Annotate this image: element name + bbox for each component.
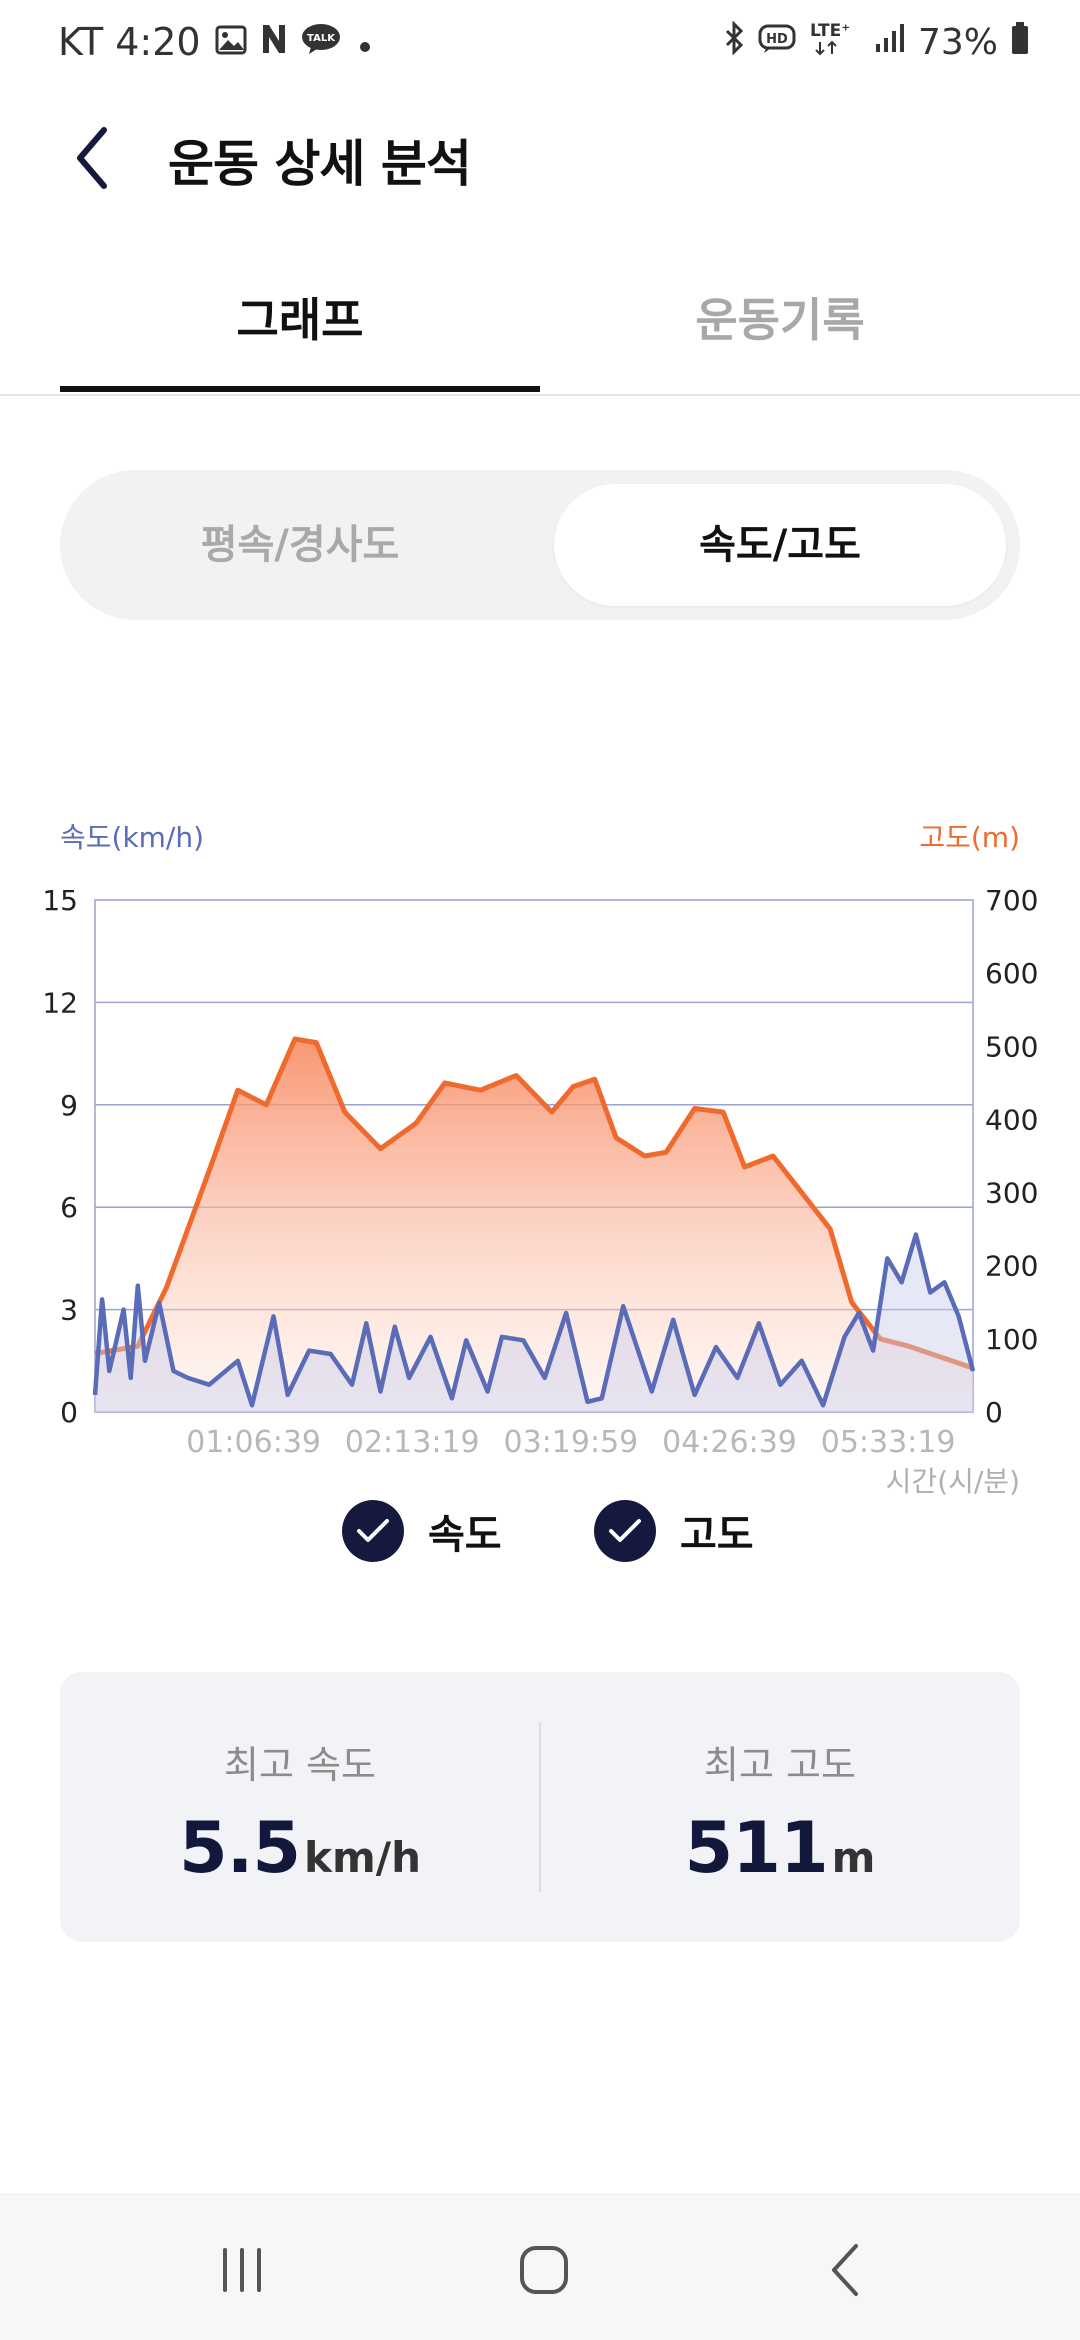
- left-tick-label: 15: [42, 884, 78, 917]
- chart-svg: 0 3 6 9 12 15 0 100 200 300 400 500 600 700 01:06:39 02…: [42, 884, 1038, 1460]
- right-axis-title: 고도(m): [919, 821, 1020, 854]
- max-speed-label: 최고 속도: [224, 1743, 376, 1787]
- hd-icon: HD: [758, 22, 798, 63]
- right-tick-label: 300: [985, 1177, 1038, 1210]
- max-altitude-stat: 최고 고도 511m: [540, 1672, 1020, 1942]
- left-tick-label: 12: [42, 986, 78, 1019]
- x-tick-label: 01:06:39: [186, 1425, 321, 1460]
- altitude-area: [95, 1039, 973, 1412]
- left-tick-label: 0: [60, 1396, 78, 1429]
- x-tick-label: 02:13:19: [345, 1425, 480, 1460]
- back-icon: [832, 2244, 858, 2296]
- status-bar: KT 4:20 TALK HD LTE⁺: [0, 0, 1080, 90]
- left-tick-label: 3: [60, 1294, 78, 1327]
- system-nav-bar: [0, 2194, 1080, 2340]
- right-tick-label: 500: [985, 1030, 1038, 1063]
- right-tick-label: 400: [985, 1103, 1038, 1136]
- x-tick-label: 03:19:59: [504, 1425, 639, 1460]
- lte-icon: LTE⁺: [810, 20, 862, 65]
- right-tick-label: 600: [985, 957, 1038, 990]
- dot-icon: [355, 20, 375, 64]
- max-altitude-unit: m: [831, 1833, 876, 1882]
- tab-workout-log[interactable]: 운동기록: [695, 293, 865, 347]
- signal-icon: [874, 22, 906, 63]
- x-tick-label: 05:33:19: [821, 1425, 956, 1460]
- naver-icon: [261, 20, 287, 64]
- right-tick-label: 100: [985, 1323, 1038, 1356]
- speed-line: [92, 1232, 976, 1408]
- tab-bar: 그래프 운동기록: [0, 270, 1080, 396]
- right-tick-label: 700: [985, 884, 1038, 917]
- talk-icon-label: TALK: [307, 33, 336, 44]
- x-axis-unit: 시간(시/분): [885, 1465, 1020, 1498]
- bluetooth-icon: [724, 20, 746, 64]
- page-title: 운동 상세 분석: [168, 135, 472, 193]
- right-tick-label: 200: [985, 1250, 1038, 1283]
- header: 운동 상세 분석: [0, 110, 1080, 210]
- gallery-icon: [215, 20, 247, 64]
- left-tick-label: 9: [60, 1089, 78, 1122]
- hd-icon-label: HD: [766, 32, 788, 47]
- max-altitude-value: 511: [684, 1807, 829, 1889]
- back-button[interactable]: [62, 118, 122, 198]
- speed-altitude-chart: 0 3 6 9 12 15 0 100 200 300 400 500 600 700 01:06:39 02…: [0, 860, 1080, 1520]
- max-speed-unit: km/h: [304, 1833, 421, 1882]
- battery-percent: 73%: [917, 22, 998, 63]
- talk-icon: TALK: [301, 20, 341, 64]
- altitude-line: [94, 1036, 974, 1371]
- recents-icon: [223, 2248, 261, 2292]
- chevron-left-icon: [77, 127, 107, 189]
- legend-altitude-toggle[interactable]: 고도: [594, 1500, 754, 1562]
- left-tick-label: 6: [60, 1191, 78, 1224]
- check-icon: [594, 1500, 656, 1562]
- lte-icon-label: LTE⁺: [810, 21, 850, 41]
- chart-legend: 속도 고도: [0, 1500, 1080, 1570]
- recents-button[interactable]: [182, 2225, 302, 2315]
- segment-speed-altitude[interactable]: 속도/고도: [554, 484, 1006, 606]
- battery-icon: [1010, 21, 1030, 64]
- stats-divider: [539, 1722, 541, 1892]
- left-axis-title: 속도(km/h): [60, 821, 205, 854]
- x-tick-label: 04:26:39: [662, 1425, 797, 1460]
- max-speed-value: 5.5: [179, 1807, 301, 1889]
- legend-altitude-label: 고도: [680, 1512, 754, 1558]
- legend-speed-toggle[interactable]: 속도: [342, 1500, 502, 1562]
- max-altitude-label: 최고 고도: [704, 1743, 856, 1787]
- speed-area: [95, 1234, 973, 1412]
- status-right: HD LTE⁺ 73%: [724, 20, 1030, 65]
- tab-graph[interactable]: 그래프: [60, 270, 540, 392]
- system-back-button[interactable]: [786, 2225, 906, 2315]
- check-icon: [342, 1500, 404, 1562]
- segment-avg-speed-slope[interactable]: 평속/경사도: [200, 522, 400, 568]
- legend-speed-label: 속도: [428, 1512, 502, 1558]
- stats-card: 최고 속도 5.5km/h 최고 고도 511m: [60, 1672, 1020, 1942]
- chart-type-segment: 평속/경사도 속도/고도: [60, 470, 1020, 620]
- carrier-time: KT 4:20: [58, 20, 201, 64]
- status-left: KT 4:20 TALK: [58, 20, 375, 64]
- max-speed-stat: 최고 속도 5.5km/h: [60, 1672, 540, 1942]
- right-tick-label: 0: [985, 1396, 1003, 1429]
- home-icon: [520, 2246, 568, 2294]
- home-button[interactable]: [484, 2225, 604, 2315]
